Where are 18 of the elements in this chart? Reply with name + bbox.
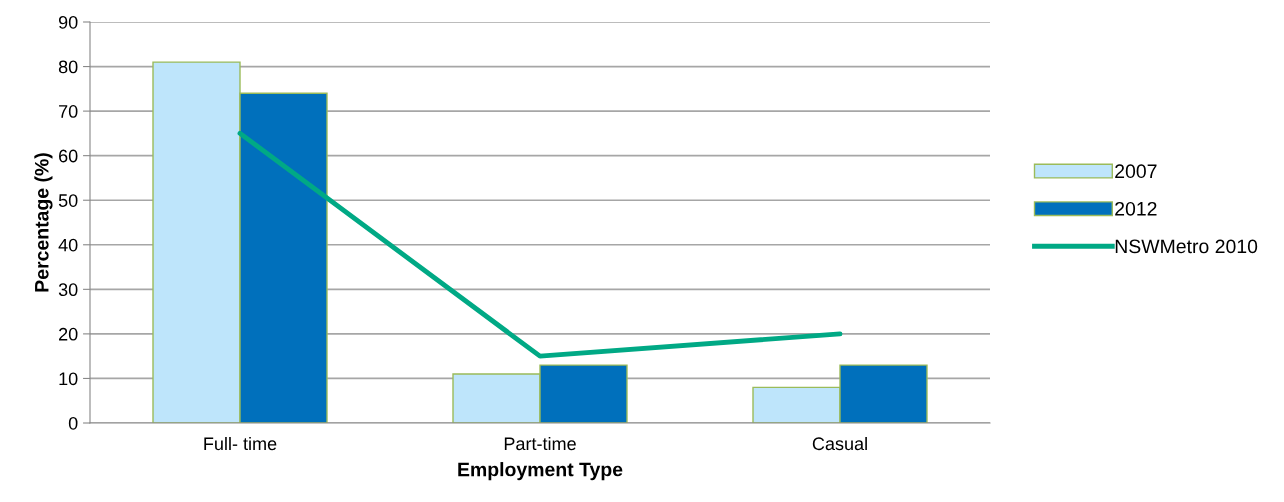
x-tick-label: Part-time: [504, 436, 576, 451]
y-tick-label: 20: [59, 327, 78, 341]
legend-label: 2007: [1115, 164, 1157, 179]
y-tick-label: 50: [58, 194, 78, 207]
x-axis-title: Employment Type: [458, 462, 623, 481]
y-axis-title: Percentage (%): [34, 153, 53, 292]
legend-label: NSWMetro 2010: [1115, 239, 1258, 254]
y-tick-label: 80: [58, 60, 78, 74]
y-tick-label: 70: [59, 105, 78, 118]
x-tick-label: Full- time: [204, 436, 277, 451]
y-tick-label: 40: [58, 238, 78, 252]
legend-label: 2012: [1115, 201, 1157, 216]
y-tick-label: 10: [59, 372, 78, 386]
y-tick-label: 60: [59, 149, 78, 163]
x-tick-label: Casual: [812, 436, 867, 451]
y-tick-label: 0: [68, 416, 78, 430]
y-tick-label: 90: [58, 15, 78, 29]
y-tick-label: 30: [58, 283, 78, 297]
